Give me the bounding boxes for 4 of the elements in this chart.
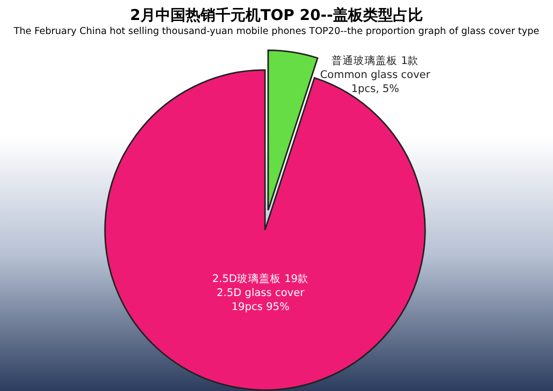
chart-subtitle: The February China hot selling thousand-yuan mobile phones TOP20--the proportion graph of glass cover type [12, 26, 540, 37]
chart-title: 2月中国热销千元机TOP 20--盖板类型占比 [129, 6, 424, 25]
slice-label: 2.5D玻璃盖板 19款 2.5D glass cover 19pcs 95% [211, 272, 310, 314]
slice-label: 普通玻璃盖板 1款 Common glass cover 1pcs, 5% [319, 54, 432, 96]
